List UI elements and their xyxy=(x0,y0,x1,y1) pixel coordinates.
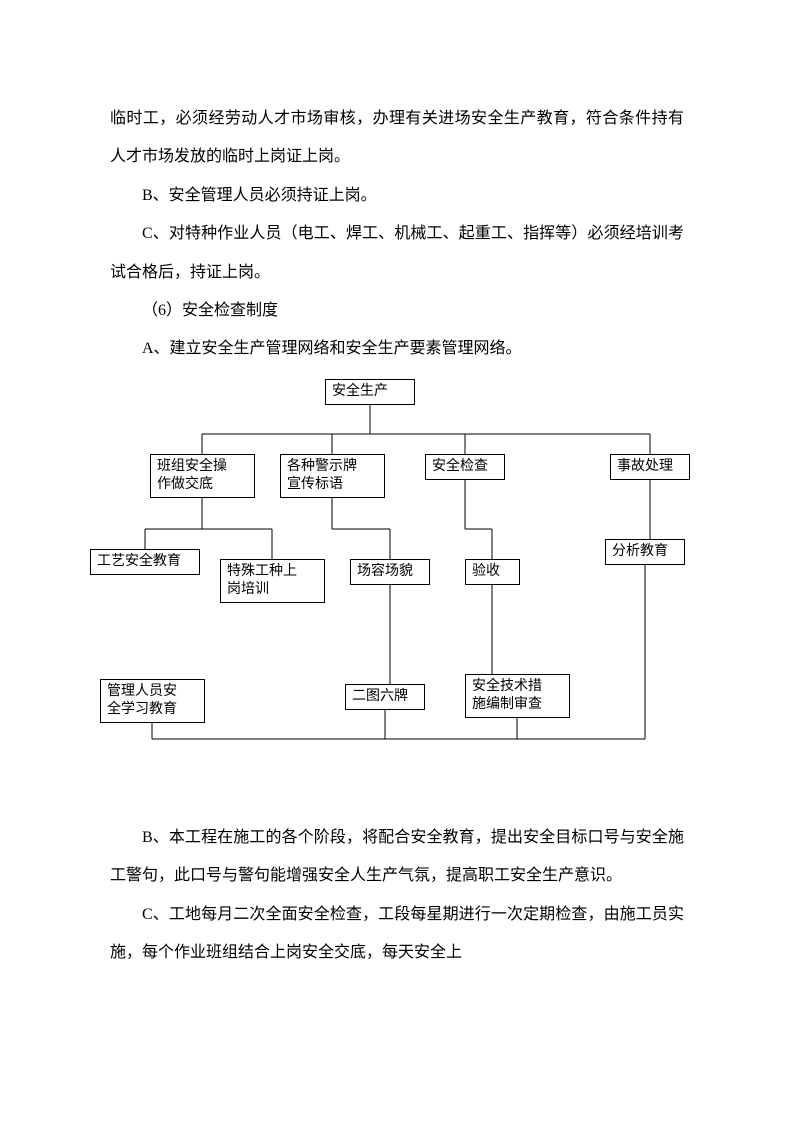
paragraph-4: （6）安全检查制度 xyxy=(110,292,684,330)
document-page: 临时工，必须经劳动人才市场审核，办理有关进场安全生产教育，符合条件持有人才市场发… xyxy=(0,0,794,1052)
paragraph-3: C、对特种作业人员（电工、焊工、机械工、起重工、指挥等）必须经培训考试合格后，持… xyxy=(110,215,684,292)
paragraph-7: C、工地每月二次全面安全检查，工段每星期进行一次定期检查，由施工员实施，每个作业… xyxy=(110,896,684,973)
flowchart-connectors xyxy=(90,379,710,799)
flowchart-node-b2: 特殊工种上岗培训 xyxy=(220,559,325,603)
flowchart-node-a2: 各种警示牌宣传标语 xyxy=(280,454,385,498)
flowchart-node-b1: 工艺安全教育 xyxy=(90,549,200,575)
flowchart-node-c3: 安全技术措施编制审查 xyxy=(465,674,570,718)
paragraph-2: B、安全管理人员必须持证上岗。 xyxy=(110,177,684,215)
flowchart-node-b5: 分析教育 xyxy=(605,539,685,565)
flowchart-node-b3: 场容场貌 xyxy=(350,559,430,585)
flowchart-diagram: 安全生产班组安全操作做交底各种警示牌宣传标语 安全检查 事故处理工艺安全教育特殊工种… xyxy=(90,379,710,799)
flowchart-node-a1: 班组安全操作做交底 xyxy=(150,454,255,498)
paragraph-5: A、建立安全生产管理网络和安全生产要素管理网络。 xyxy=(110,330,684,368)
flowchart-node-c1: 管理人员安全学习教育 xyxy=(100,679,205,723)
paragraph-6: B、本工程在施工的各个阶段，将配合安全教育，提出安全目标口号与安全施工警句，此口… xyxy=(110,819,684,896)
flowchart-node-a3: 安全检查 xyxy=(425,454,505,480)
paragraph-1: 临时工，必须经劳动人才市场审核，办理有关进场安全生产教育，符合条件持有人才市场发… xyxy=(110,100,684,177)
flowchart-node-b4: 验收 xyxy=(465,559,520,585)
flowchart-node-a4: 事故处理 xyxy=(610,454,690,480)
flowchart-node-c2: 二图六牌 xyxy=(345,684,425,710)
flowchart-node-root: 安全生产 xyxy=(325,379,415,405)
